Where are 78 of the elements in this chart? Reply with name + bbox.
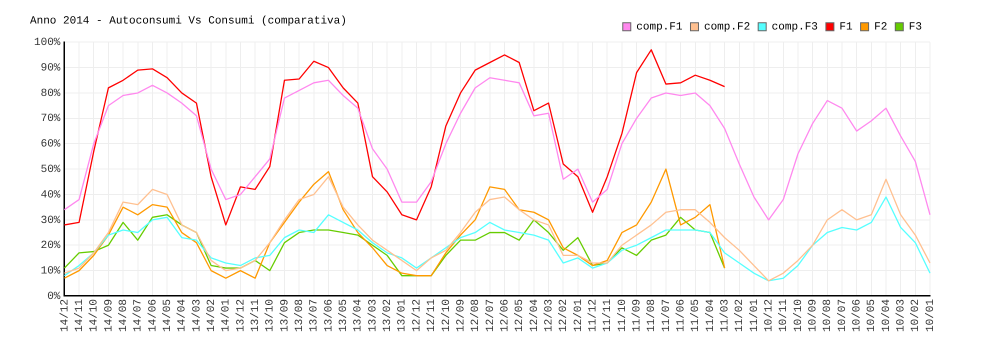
x-tick-label: 12/09 bbox=[455, 298, 468, 332]
x-tick-label: 10/03 bbox=[896, 298, 908, 332]
x-tick-label: 13/11 bbox=[250, 298, 262, 332]
x-tick-label: 11/01 bbox=[748, 298, 761, 332]
y-tick-label: 40% bbox=[40, 189, 61, 202]
x-tick-label: 10/11 bbox=[778, 298, 790, 332]
x-tick-label: 14/01 bbox=[220, 298, 233, 332]
x-tick-label: 11/10 bbox=[616, 298, 629, 332]
y-tick-label: 70% bbox=[40, 113, 61, 126]
x-tick-label: 11/07 bbox=[660, 298, 673, 332]
x-tick-label: 11/12 bbox=[587, 298, 600, 332]
y-tick-label: 30% bbox=[40, 214, 61, 227]
x-tick-label: 11/04 bbox=[704, 298, 717, 332]
x-tick-label: 10/06 bbox=[852, 298, 864, 332]
x-tick-label: 13/02 bbox=[382, 298, 394, 332]
x-tick-label: 12/11 bbox=[426, 298, 438, 332]
y-tick-label: 20% bbox=[40, 240, 61, 252]
legend-label: comp.F1 bbox=[636, 22, 683, 34]
x-tick-label: 13/01 bbox=[396, 298, 409, 332]
x-tick-label: 10/05 bbox=[866, 298, 878, 332]
x-tick-label: 11/08 bbox=[646, 298, 658, 332]
x-tick-label: 12/08 bbox=[470, 298, 482, 332]
x-tick-label: 10/07 bbox=[836, 298, 849, 332]
x-tick-label: 10/08 bbox=[822, 298, 834, 332]
x-tick-label: 10/02 bbox=[910, 298, 922, 332]
x-tick-label: 10/09 bbox=[808, 298, 820, 332]
x-tick-label: 14/11 bbox=[74, 298, 86, 332]
x-tick-label: 11/03 bbox=[720, 298, 732, 332]
y-tick-label: 60% bbox=[40, 138, 61, 151]
y-tick-label: 100% bbox=[34, 37, 61, 50]
x-tick-label: 10/12 bbox=[764, 298, 776, 332]
x-tick-label: 13/06 bbox=[323, 298, 336, 332]
x-tick-label: 13/03 bbox=[367, 298, 380, 332]
x-tick-label: 12/12 bbox=[411, 298, 424, 332]
x-tick-label: 13/08 bbox=[294, 298, 306, 332]
legend-label: F3 bbox=[908, 22, 922, 34]
x-tick-label: 10/10 bbox=[792, 298, 805, 332]
x-tick-label: 12/03 bbox=[543, 298, 556, 332]
x-tick-label: 14/06 bbox=[147, 298, 160, 332]
legend-label: comp.F3 bbox=[772, 22, 818, 34]
y-tick-label: 80% bbox=[40, 88, 61, 100]
x-tick-label: 14/09 bbox=[103, 298, 116, 332]
x-tick-label: 11/05 bbox=[690, 298, 702, 332]
x-tick-label: 14/07 bbox=[132, 298, 145, 332]
x-tick-label: 13/10 bbox=[264, 298, 277, 332]
x-tick-label: 11/06 bbox=[675, 298, 688, 332]
x-tick-label: 12/10 bbox=[440, 298, 453, 332]
chart-title: Anno 2014 - Autoconsumi Vs Consumi (comparativa) bbox=[30, 16, 347, 28]
y-tick-label: 50% bbox=[40, 164, 61, 176]
x-tick-label: 14/03 bbox=[191, 298, 204, 332]
x-tick-label: 13/09 bbox=[279, 298, 292, 332]
legend-label: comp.F2 bbox=[704, 22, 750, 34]
x-tick-label: 12/02 bbox=[558, 298, 570, 332]
x-tick-label: 12/04 bbox=[528, 298, 541, 332]
legend-label: F2 bbox=[874, 22, 888, 34]
x-tick-label: 12/07 bbox=[484, 298, 497, 332]
x-tick-label: 10/01 bbox=[924, 298, 937, 332]
x-tick-label: 14/08 bbox=[118, 298, 130, 332]
x-tick-label: 14/02 bbox=[206, 298, 218, 332]
y-tick-label: 0% bbox=[47, 290, 61, 303]
x-tick-label: 11/11 bbox=[602, 298, 614, 332]
y-tick-label: 90% bbox=[40, 62, 61, 74]
x-tick-label: 13/07 bbox=[308, 298, 321, 332]
x-tick-label: 13/12 bbox=[235, 298, 248, 332]
x-tick-label: 13/05 bbox=[338, 298, 350, 332]
x-tick-label: 10/04 bbox=[880, 298, 893, 332]
x-tick-label: 11/09 bbox=[631, 298, 644, 332]
x-tick-label: 14/04 bbox=[176, 298, 189, 332]
y-tick-label: 10% bbox=[40, 266, 61, 278]
x-tick-label: 12/06 bbox=[499, 298, 512, 332]
x-tick-label: 14/12 bbox=[59, 298, 72, 332]
x-tick-label: 14/10 bbox=[88, 298, 101, 332]
x-tick-label: 11/02 bbox=[734, 298, 746, 332]
x-tick-label: 14/05 bbox=[162, 298, 174, 332]
x-tick-label: 12/01 bbox=[572, 298, 585, 332]
x-tick-label: 12/05 bbox=[514, 298, 526, 332]
legend-label: F1 bbox=[839, 22, 853, 34]
x-tick-label: 13/04 bbox=[352, 298, 365, 332]
